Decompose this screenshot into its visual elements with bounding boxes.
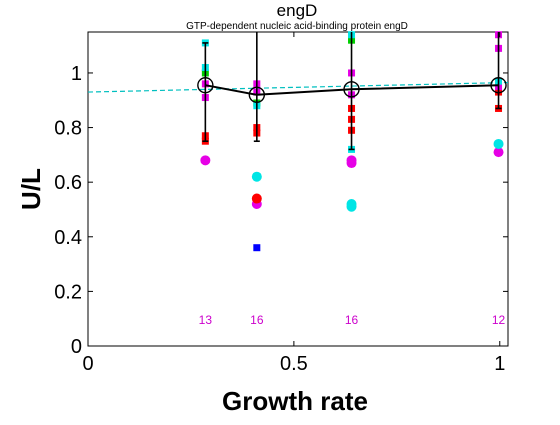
data-point-circle-magenta — [346, 155, 357, 166]
sample-count-label: 13 — [199, 313, 213, 327]
mean-marker — [490, 77, 507, 94]
plot-area — [87, 31, 509, 347]
mean-line — [205, 84, 499, 96]
y-tick-label: 1 — [71, 63, 82, 85]
axes-layer: 0 0.5 1 0 0.2 0.4 0.6 0.8 1 — [54, 32, 508, 375]
y-tick-label: 0.2 — [54, 281, 82, 303]
data-point-circle-magenta — [200, 155, 211, 166]
data-point-circle-cyan — [346, 201, 357, 212]
mean-marker — [343, 81, 360, 98]
data-point-circle-red — [251, 193, 262, 204]
mean-marker — [248, 86, 266, 104]
data-point-circle-cyan — [251, 171, 262, 182]
count-layer: 13 16 16 12 — [199, 313, 506, 327]
data-point-square-blue — [253, 244, 261, 252]
x-tick-label: 0.5 — [280, 353, 308, 375]
fit-layer — [87, 81, 509, 93]
y-tick-label: 0.6 — [54, 172, 82, 194]
mean-layer — [197, 32, 507, 151]
x-tick-label: 0 — [82, 353, 93, 375]
fit-line — [87, 81, 509, 93]
mean-marker — [197, 77, 214, 94]
x-tick-label: 1 — [494, 353, 505, 375]
x-axis-label: Growth rate — [222, 386, 368, 416]
y-tick-label: 0.4 — [54, 227, 82, 249]
y-axis-label: U/L — [16, 168, 46, 210]
chart-subtitle: GTP-dependent nucleic acid-binding prote… — [186, 21, 408, 32]
data-point-circle-cyan — [493, 138, 504, 149]
y-tick-label: 0 — [71, 336, 82, 358]
sample-count-label: 16 — [345, 313, 359, 327]
y-tick-label: 0.8 — [54, 118, 82, 140]
data-point-circle-magenta — [493, 147, 504, 158]
sample-count-label: 16 — [250, 313, 264, 327]
sample-count-label: 12 — [492, 313, 506, 327]
chart-title: engD — [277, 1, 318, 20]
